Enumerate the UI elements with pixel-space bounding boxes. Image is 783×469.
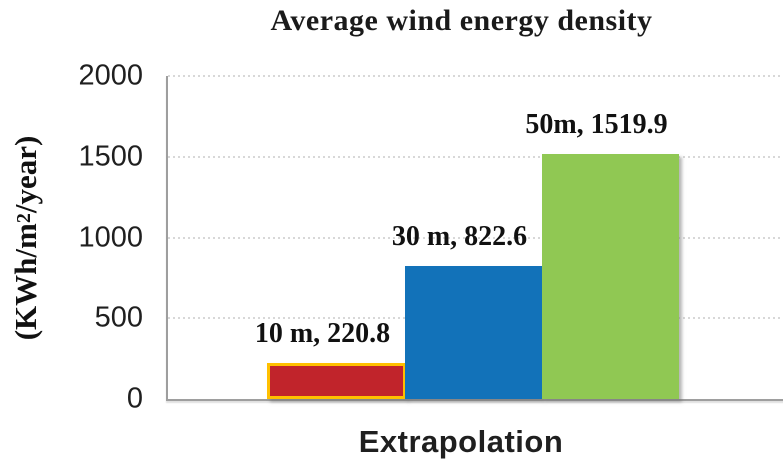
bar (542, 153, 679, 399)
plot-area: 10 m, 220.8 30 m, 822.6 50m, 1519.9 (166, 75, 783, 401)
y-tick-0: 0 (126, 382, 143, 415)
gridline-1000 (168, 237, 782, 239)
y-tick-1000: 1000 (78, 221, 143, 254)
bar-label: 50m, 1519.9 (525, 108, 668, 140)
bar (405, 266, 542, 399)
y-tick-1500: 1500 (78, 140, 143, 173)
gridline-1500 (168, 156, 782, 158)
bar (267, 363, 406, 399)
gridline-2000 (168, 75, 782, 77)
x-axis-title: Extrapolation (358, 424, 564, 459)
bar-label: 10 m, 220.8 (254, 318, 391, 350)
y-tick-500: 500 (94, 301, 143, 334)
y-tick-2000: 2000 (78, 59, 143, 92)
bar-label: 30 m, 822.6 (391, 221, 528, 253)
chart-title: Average wind energy density (270, 4, 653, 37)
